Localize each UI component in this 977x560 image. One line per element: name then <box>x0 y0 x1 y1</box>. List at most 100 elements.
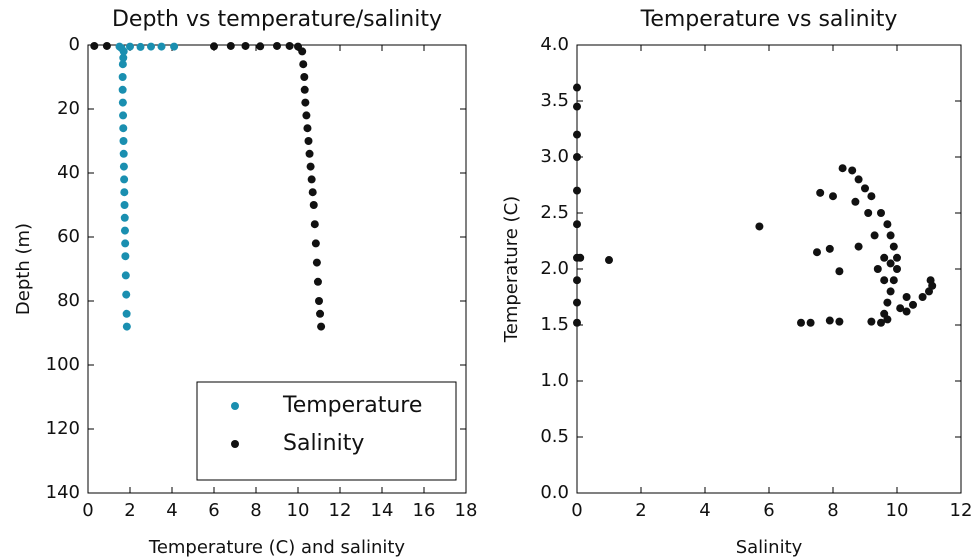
y-tick-label: 60 <box>57 226 80 247</box>
x-tick-label: 4 <box>699 500 710 521</box>
scatter-point <box>573 298 581 307</box>
scatter-point <box>573 276 581 285</box>
scatter-point <box>889 242 898 251</box>
scatter-point <box>120 213 129 222</box>
x-axis-label: Temperature (C) and salinity <box>148 537 406 558</box>
y-tick-label: 140 <box>46 482 80 503</box>
scatter-point <box>119 47 128 56</box>
y-tick-label: 0.5 <box>540 426 569 447</box>
scatter-point <box>119 124 128 133</box>
scatter-point <box>864 209 873 217</box>
scatter-point <box>573 220 581 229</box>
scatter-point <box>573 130 581 139</box>
scatter-point <box>313 277 322 286</box>
scatter-point <box>867 192 876 201</box>
axes-frame <box>576 44 962 494</box>
scatter-point <box>813 248 821 257</box>
scatter-point <box>170 42 179 51</box>
scatter-point <box>806 318 815 327</box>
scatter-point <box>157 42 166 51</box>
scatter-point <box>298 47 307 56</box>
y-tick-label: 100 <box>46 354 80 375</box>
scatter-point <box>909 300 917 309</box>
scatter-point <box>889 276 898 285</box>
x-tick-label: 2 <box>635 500 646 521</box>
scatter-point <box>307 175 316 184</box>
scatter-point <box>880 276 889 285</box>
scatter-point <box>573 186 581 195</box>
scatter-point <box>302 111 311 120</box>
legend-label: Temperature <box>282 393 422 418</box>
scatter-point <box>120 226 129 235</box>
x-tick-label: 12 <box>329 500 352 521</box>
y-axis-label: Temperature (C) <box>501 196 522 343</box>
scatter-point <box>122 322 131 331</box>
scatter-point <box>573 83 581 92</box>
scatter-point <box>303 124 312 133</box>
scatter-point <box>854 175 863 184</box>
scatter-point <box>867 317 876 326</box>
scatter-point <box>301 98 310 107</box>
scatter-point <box>119 162 128 171</box>
scatter-point <box>886 231 895 240</box>
subplot: Depth vs temperature/salinity Temperature… <box>13 7 477 558</box>
scatter-point <box>118 73 127 81</box>
x-tick-label: 12 <box>950 500 973 521</box>
x-tick-label: 6 <box>763 500 774 521</box>
scatter-point <box>119 137 128 145</box>
scatter-point <box>120 201 129 209</box>
legend-box <box>196 381 457 481</box>
scatter-point <box>306 162 315 171</box>
scatter-point <box>902 293 911 301</box>
legend-marker <box>231 402 239 410</box>
legend-marker <box>231 440 239 448</box>
scatter-point <box>880 253 889 262</box>
x-tick-label: 0 <box>571 500 582 521</box>
x-tick-label: 8 <box>827 500 838 521</box>
scatter-point <box>873 265 882 273</box>
scatter-point <box>883 298 892 307</box>
y-tick-label: 2.5 <box>540 202 569 223</box>
x-tick-label: 14 <box>371 500 394 521</box>
scatter-point <box>926 276 935 285</box>
scatter-point <box>829 192 837 201</box>
scatter-point <box>883 315 892 324</box>
scatter-point <box>797 318 805 327</box>
scatter-point <box>825 316 834 325</box>
scatter-point <box>835 267 844 276</box>
scatter-point <box>573 153 581 161</box>
scatter-point <box>316 309 325 318</box>
scatter-point <box>121 252 130 261</box>
scatter-point <box>883 220 892 229</box>
chart-title: Depth vs temperature/salinity <box>112 7 442 32</box>
y-tick-label: 2.0 <box>540 258 569 279</box>
y-tick-label: 3.5 <box>540 90 569 111</box>
scatter-point <box>576 253 585 262</box>
scatter-point <box>312 258 321 267</box>
scatter-point <box>825 244 834 253</box>
scatter-point <box>896 304 905 313</box>
scatter-point <box>299 60 308 69</box>
scatter-point <box>305 149 314 158</box>
x-tick-label: 2 <box>124 500 135 521</box>
scatter-point <box>308 188 317 197</box>
scatter-point <box>573 318 581 327</box>
scatter-point <box>870 231 879 240</box>
x-tick-label: 16 <box>413 500 436 521</box>
scatter-point <box>226 41 235 50</box>
scatter-point <box>119 111 128 120</box>
legend-label: Salinity <box>283 431 364 456</box>
y-tick-label: 120 <box>46 418 80 439</box>
scatter-point <box>317 322 326 331</box>
scatter-point <box>122 309 131 318</box>
scatter-point <box>300 73 309 81</box>
scatter-point <box>838 164 847 173</box>
y-tick-label: 40 <box>57 162 80 183</box>
scatter-point <box>902 307 911 316</box>
scatter-point <box>309 201 318 209</box>
scatter-point <box>304 137 313 145</box>
y-tick-label: 0.0 <box>540 482 569 503</box>
scatter-point <box>755 222 764 231</box>
scatter-point <box>848 166 857 175</box>
